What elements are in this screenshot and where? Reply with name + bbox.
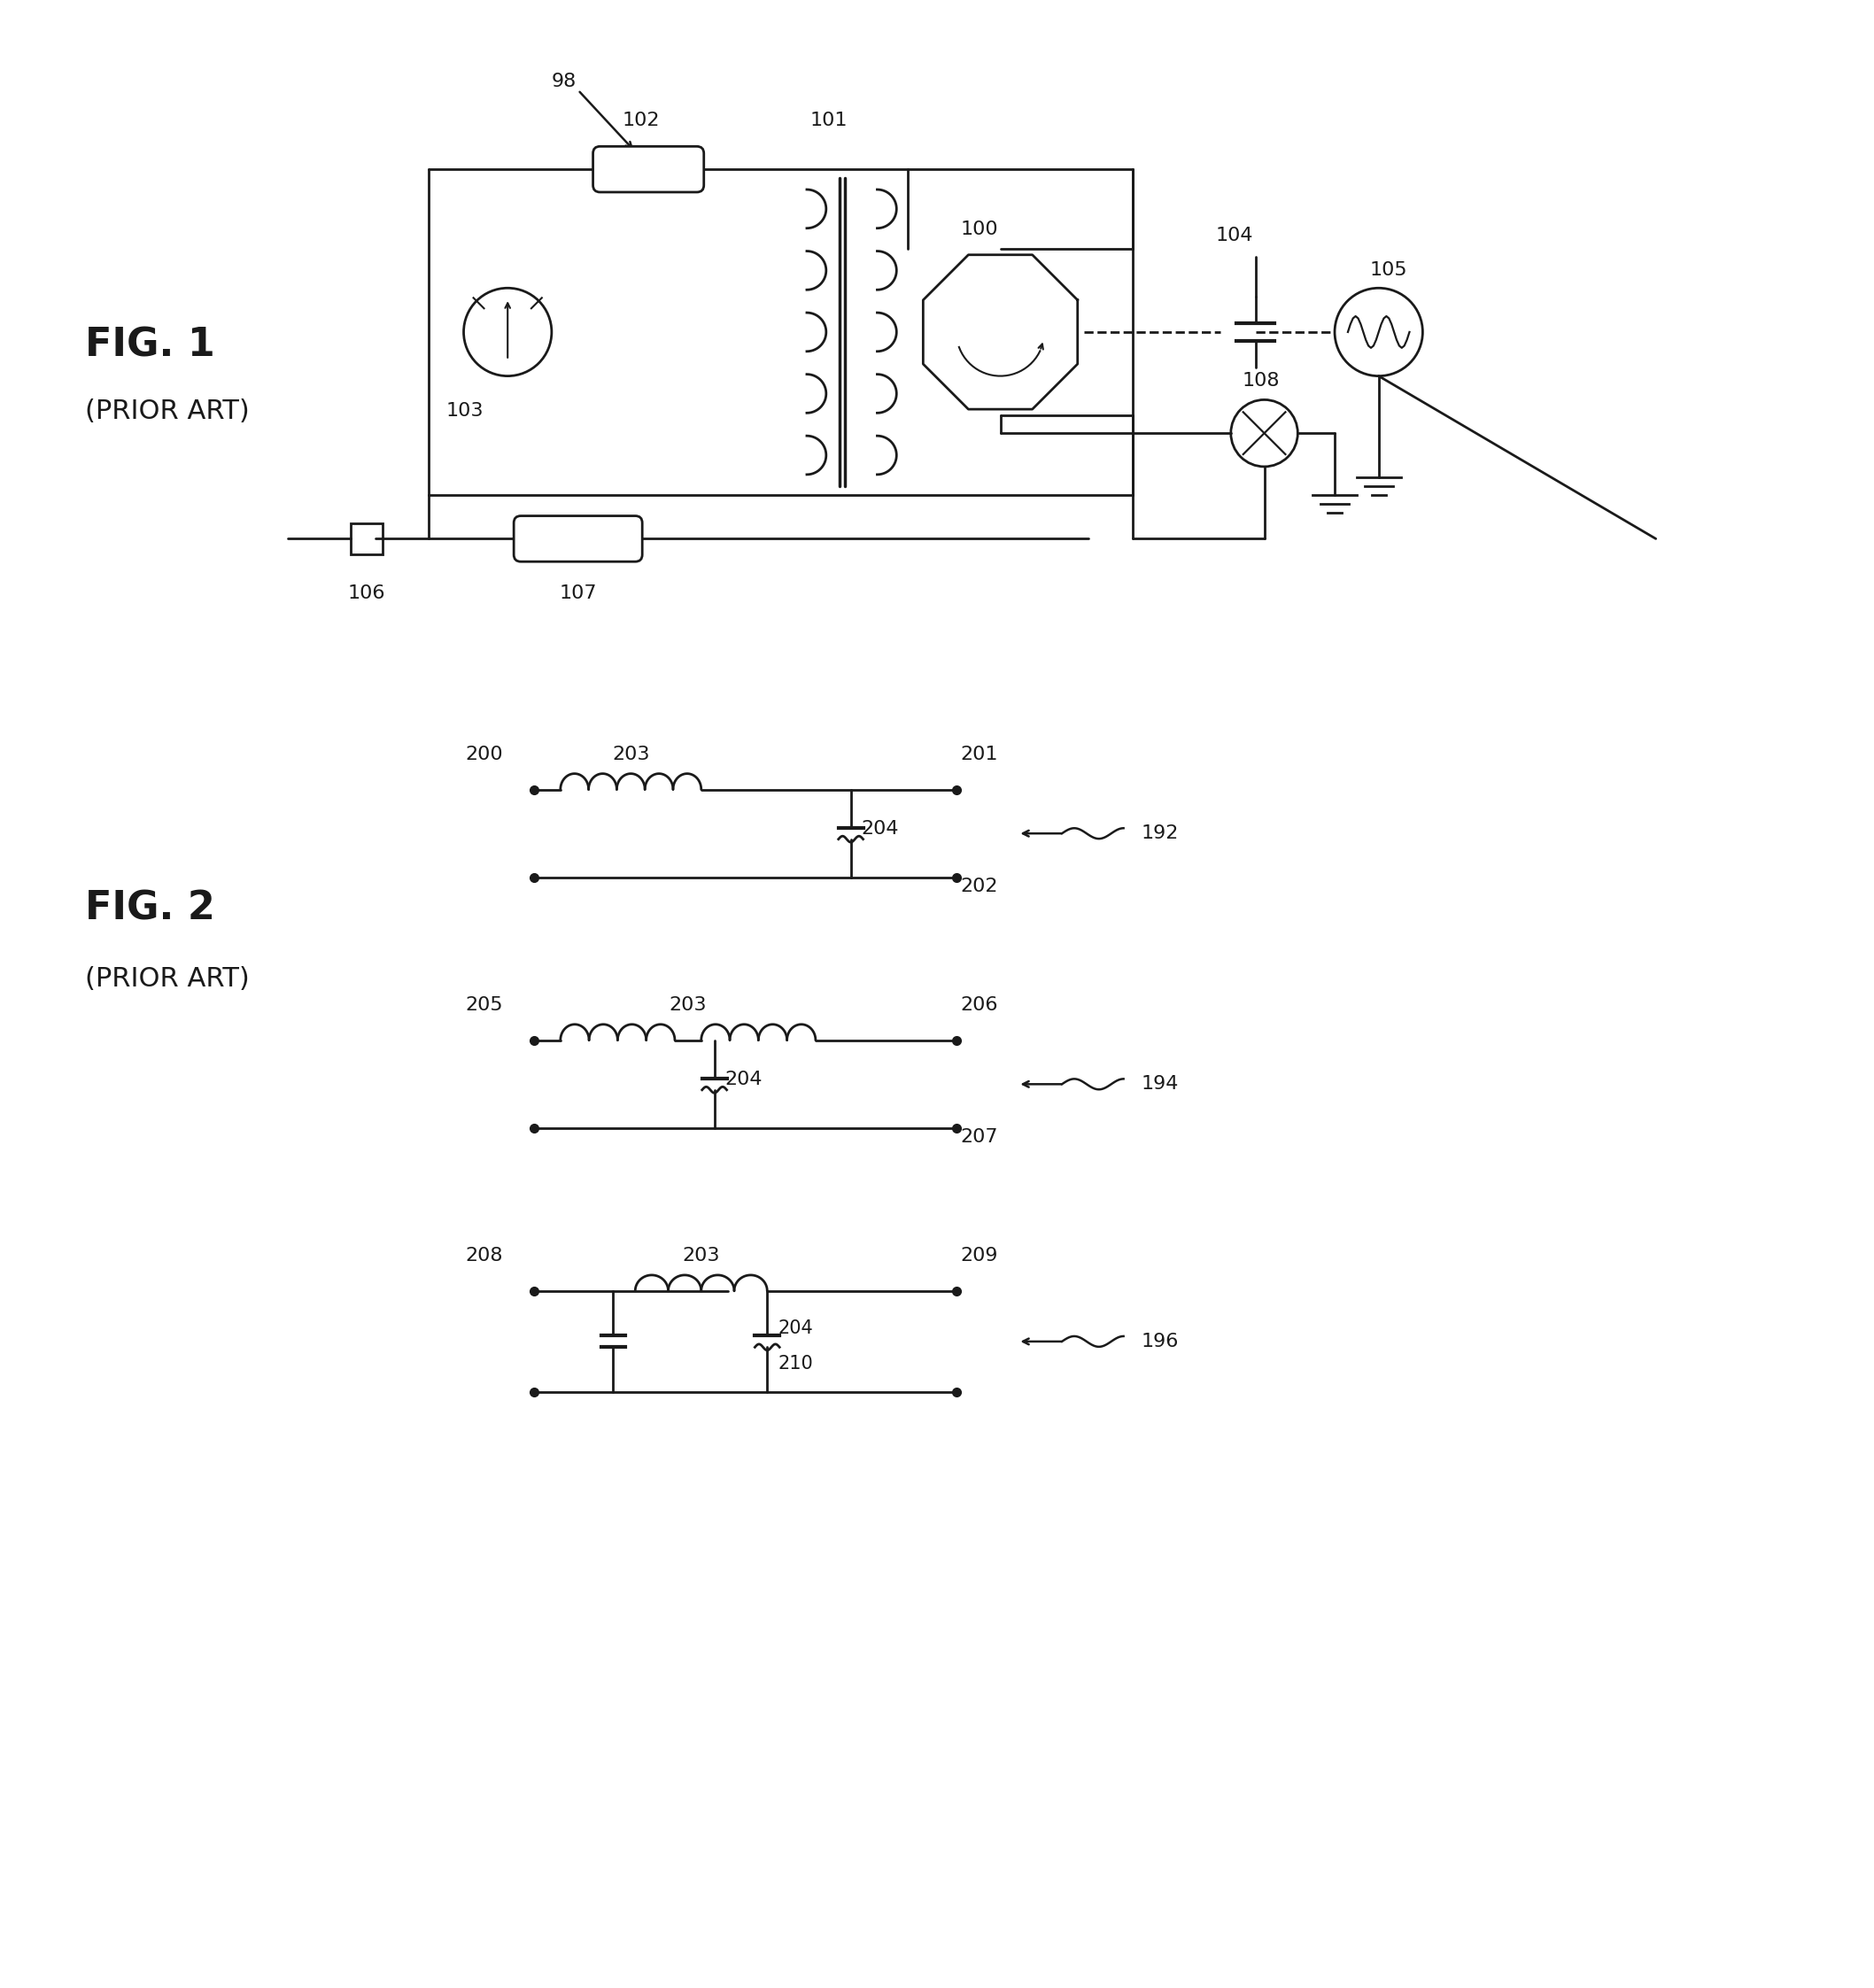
Text: 202: 202 (961, 877, 999, 895)
Text: 208: 208 (465, 1246, 504, 1264)
Text: 103: 103 (446, 402, 483, 419)
Text: 104: 104 (1216, 227, 1254, 245)
Text: 203: 203 (613, 746, 650, 763)
Text: 203: 203 (669, 996, 706, 1014)
Text: 210: 210 (778, 1354, 813, 1372)
Text: 108: 108 (1242, 372, 1280, 390)
Bar (350, 523, 382, 555)
Text: 100: 100 (961, 221, 999, 239)
Text: 192: 192 (1141, 825, 1179, 843)
Text: 101: 101 (810, 111, 847, 129)
Text: 205: 205 (465, 996, 504, 1014)
FancyBboxPatch shape (592, 147, 705, 193)
Text: 102: 102 (622, 111, 660, 129)
Text: (PRIOR ART): (PRIOR ART) (86, 398, 249, 423)
Text: 204: 204 (778, 1320, 813, 1338)
Text: 194: 194 (1141, 1076, 1179, 1093)
Text: (PRIOR ART): (PRIOR ART) (86, 966, 249, 992)
Text: 200: 200 (465, 746, 504, 763)
Text: 206: 206 (961, 996, 999, 1014)
Text: FIG. 2: FIG. 2 (86, 889, 216, 926)
Text: 204: 204 (862, 821, 900, 837)
Text: 203: 203 (682, 1246, 720, 1264)
Text: 98: 98 (551, 72, 577, 89)
Text: 105: 105 (1370, 262, 1407, 278)
Text: 209: 209 (961, 1246, 999, 1264)
Text: 207: 207 (961, 1127, 999, 1145)
FancyBboxPatch shape (513, 515, 643, 563)
Text: 201: 201 (961, 746, 999, 763)
Text: 107: 107 (558, 584, 596, 602)
Text: FIG. 1: FIG. 1 (86, 326, 216, 364)
Text: 106: 106 (349, 584, 386, 602)
Text: 196: 196 (1141, 1332, 1179, 1350)
Text: 204: 204 (725, 1072, 763, 1089)
